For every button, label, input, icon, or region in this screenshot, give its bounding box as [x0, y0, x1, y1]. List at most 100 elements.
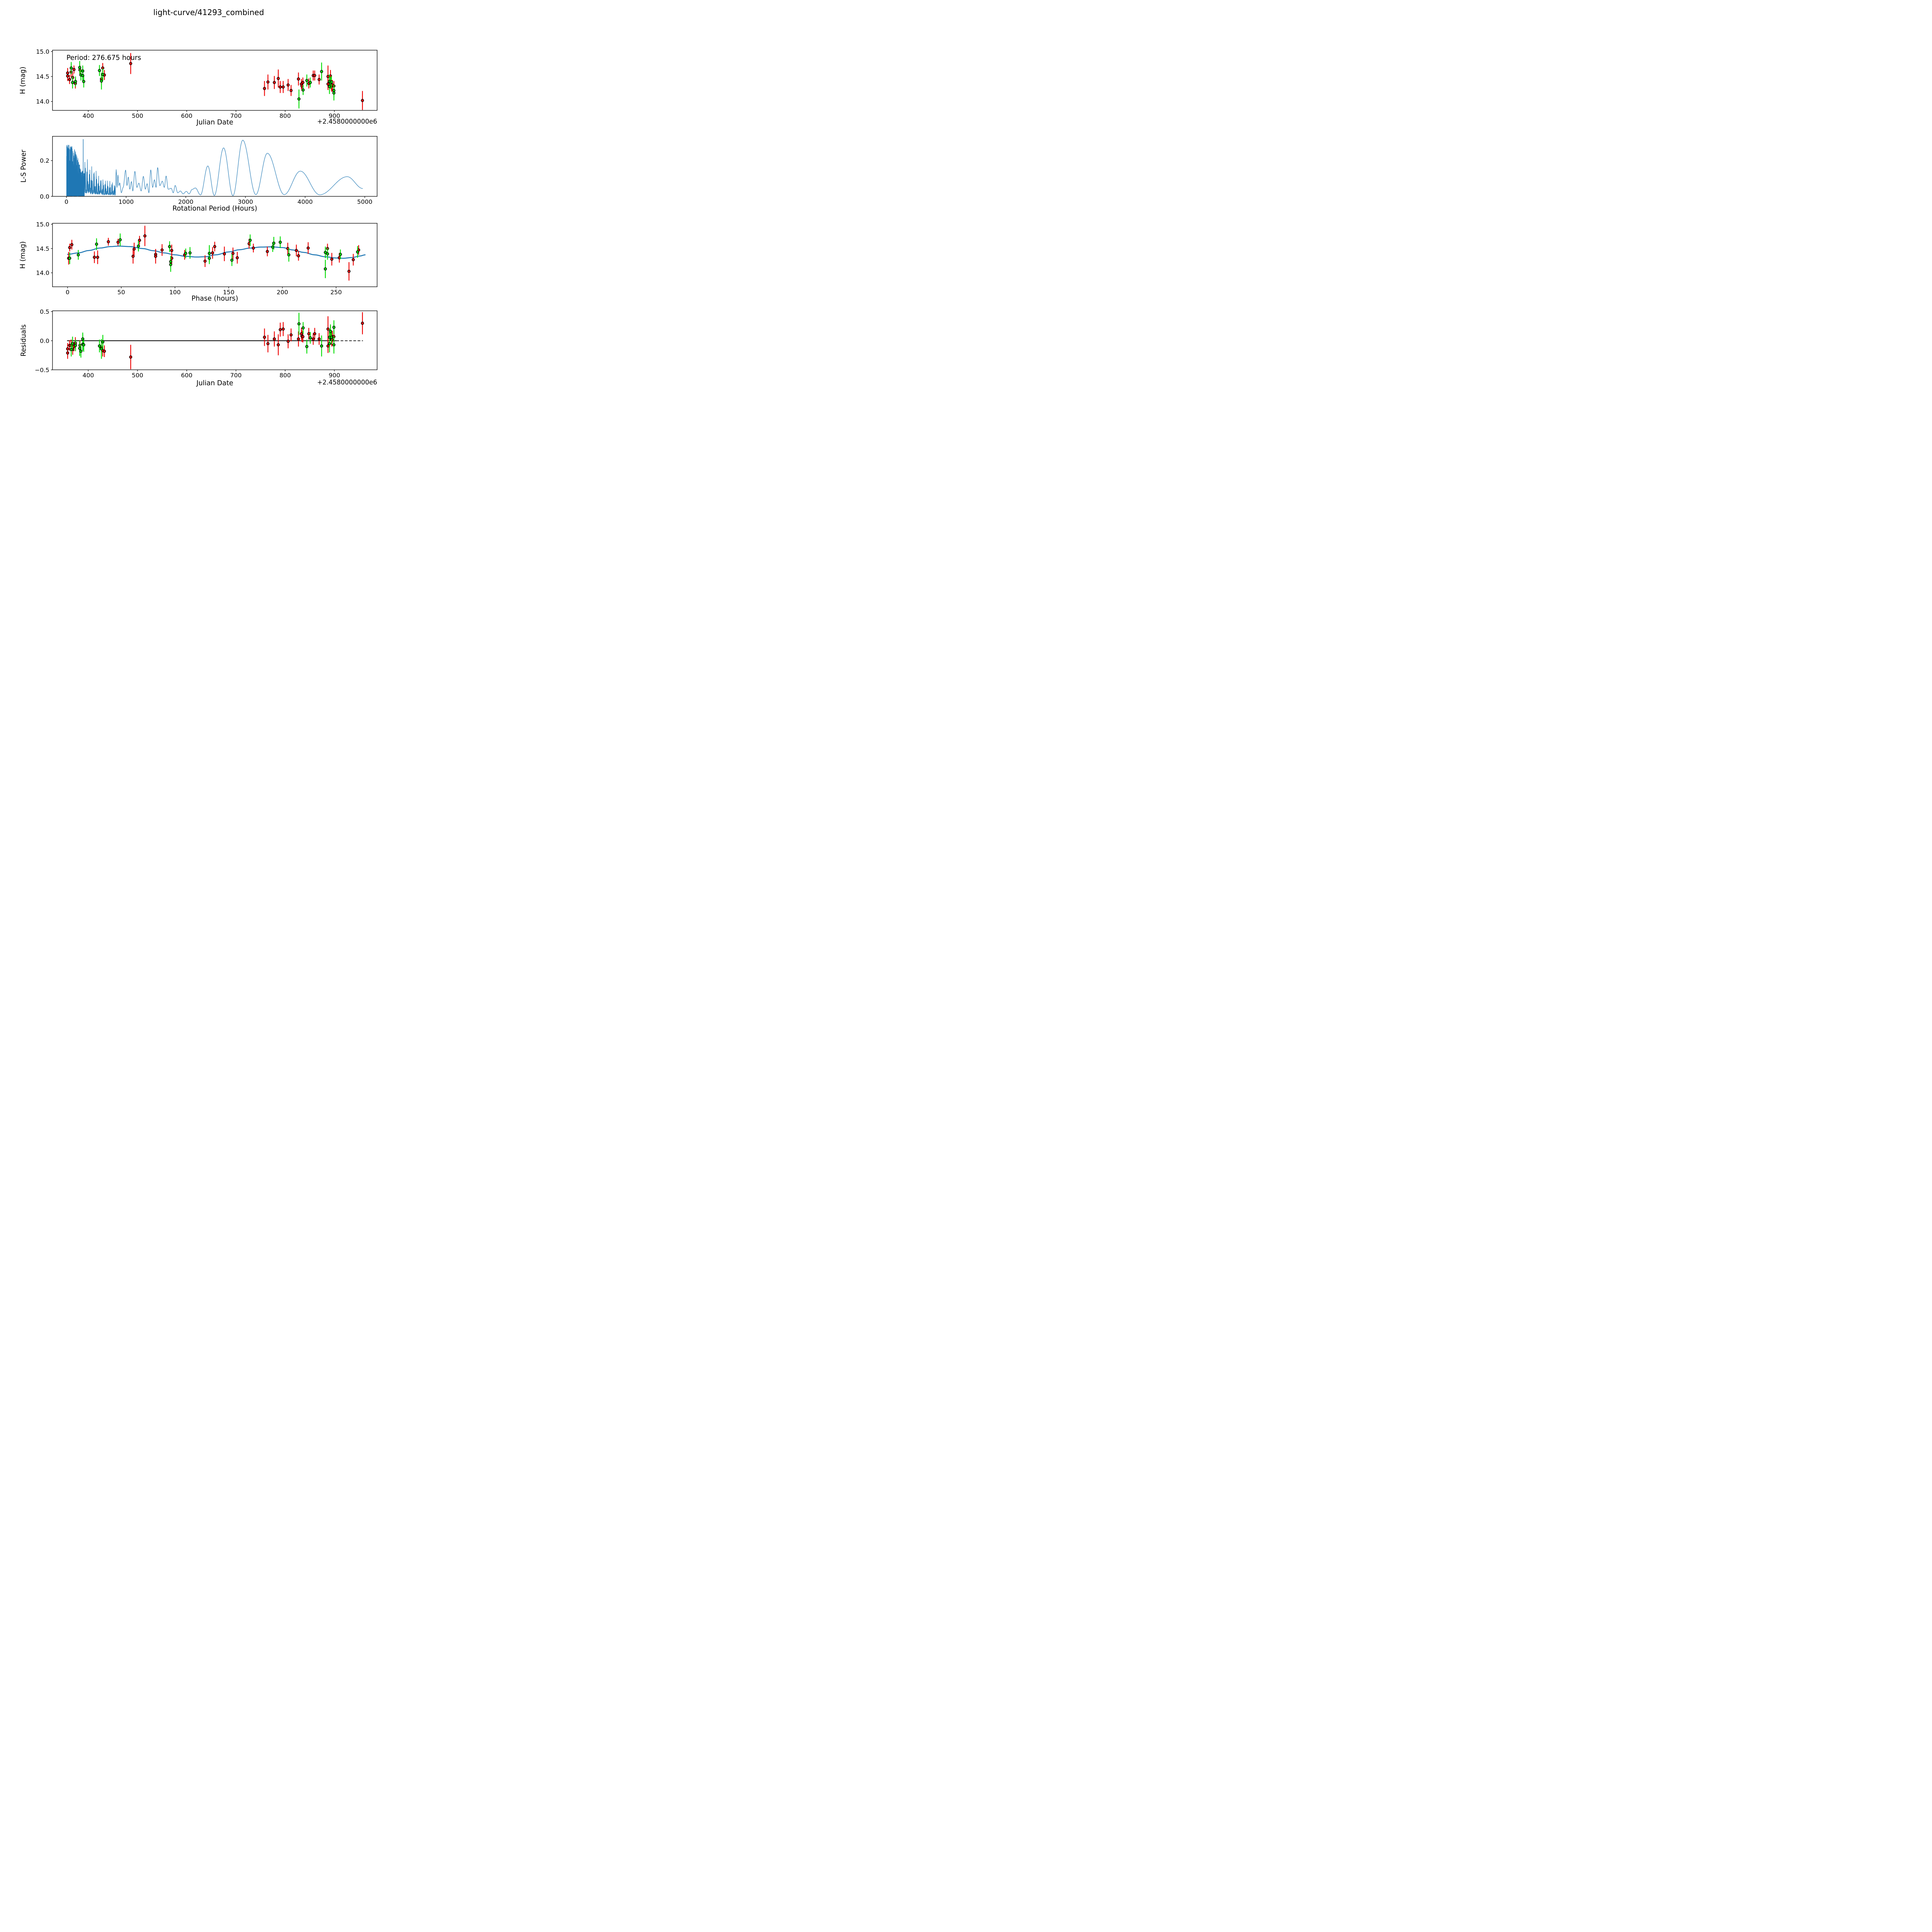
data-point	[305, 79, 309, 82]
data-point	[223, 252, 226, 256]
data-point	[78, 66, 82, 69]
x-tick-label: 800	[279, 112, 291, 119]
data-point	[286, 340, 290, 343]
data-point	[82, 80, 85, 83]
data-point	[297, 337, 300, 341]
plot3-x-axis-label: Phase (hours)	[191, 295, 238, 303]
data-point	[330, 80, 333, 84]
data-point	[98, 344, 101, 348]
data-point	[281, 85, 285, 89]
data-point	[98, 69, 101, 72]
data-point	[143, 234, 146, 238]
x-tick-label: 900	[329, 372, 340, 379]
data-point	[306, 246, 310, 250]
x-tick-label: 250	[330, 289, 342, 296]
data-point	[68, 78, 71, 81]
data-point	[324, 251, 327, 254]
data-point	[266, 80, 270, 84]
data-point	[81, 74, 85, 77]
data-point	[207, 252, 211, 255]
data-point	[207, 257, 211, 260]
data-point	[279, 328, 282, 332]
x-tick-label: 2000	[178, 199, 193, 206]
data-point	[66, 351, 70, 355]
data-point	[100, 347, 103, 350]
green-error-bars	[69, 233, 358, 278]
y-tick-label: 15.0	[36, 221, 49, 228]
x-tick-label: 0	[65, 199, 68, 206]
data-point	[330, 335, 333, 339]
data-point	[74, 80, 77, 83]
data-point	[305, 345, 309, 348]
x-tick-label: 100	[169, 289, 181, 296]
data-point	[301, 81, 304, 84]
data-point	[168, 245, 171, 248]
data-point	[82, 343, 85, 347]
plot1-axis-offset-text: +2.4580000000e6	[317, 118, 377, 125]
x-tick-label: 1000	[119, 199, 134, 206]
data-point	[272, 337, 276, 341]
plot4-x-axis-label: Julian Date	[196, 379, 233, 387]
data-point	[311, 337, 315, 341]
y-tick-label: 0.5	[40, 308, 49, 315]
data-point	[279, 240, 282, 244]
data-point	[100, 79, 103, 83]
data-point	[160, 248, 164, 252]
sinusoid-fit-curve	[67, 245, 366, 259]
axes-spines	[52, 50, 378, 111]
data-point	[332, 91, 336, 95]
data-point	[330, 257, 333, 261]
x-tick-label: 200	[277, 289, 288, 296]
plot3-y-axis-label: H (mag)	[19, 241, 27, 269]
data-point	[308, 336, 312, 340]
data-point	[211, 251, 214, 255]
data-point	[338, 253, 342, 256]
data-point	[119, 238, 122, 242]
plot4-axis-offset-text: +2.4580000000e6	[317, 379, 377, 386]
data-point	[328, 342, 331, 345]
data-point	[297, 97, 301, 101]
data-point	[169, 260, 172, 264]
data-point	[129, 62, 133, 65]
data-point	[361, 321, 364, 325]
x-tick-label: 400	[83, 112, 94, 119]
data-point	[103, 349, 106, 353]
y-tick-label: 14.5	[36, 245, 49, 252]
y-tick-label: −0.5	[35, 367, 49, 374]
red-markers	[66, 321, 364, 359]
y-tick-label: 14.5	[36, 73, 49, 80]
data-point	[154, 255, 157, 258]
data-point	[289, 89, 293, 92]
data-point	[77, 253, 80, 257]
data-point	[101, 340, 105, 344]
data-point	[231, 252, 235, 255]
data-point	[297, 77, 300, 81]
data-point	[72, 68, 76, 71]
data-point	[332, 326, 336, 329]
axes-spines	[52, 136, 378, 197]
data-point	[326, 344, 330, 348]
data-point	[230, 259, 234, 262]
data-point	[68, 257, 71, 260]
data-point	[169, 263, 172, 266]
x-tick-label: 5000	[357, 199, 372, 206]
data-point	[137, 244, 140, 248]
plot2-y-axis-label: L-S Power	[20, 150, 28, 183]
red-markers	[67, 234, 361, 273]
data-point	[133, 247, 136, 251]
x-tick-label: 3000	[238, 199, 253, 206]
x-tick-label: 500	[132, 112, 143, 119]
x-tick-label: 600	[181, 112, 192, 119]
data-point	[279, 85, 282, 89]
green-markers	[70, 322, 336, 353]
data-point	[107, 240, 110, 243]
x-tick-label: 800	[279, 372, 291, 379]
y-tick-label: 0.0	[40, 337, 49, 344]
data-point	[277, 343, 280, 347]
green-error-bars	[71, 313, 335, 359]
data-point	[81, 337, 85, 341]
data-point	[361, 99, 364, 102]
axes-spines	[52, 310, 378, 370]
green-markers	[70, 66, 336, 101]
data-point	[326, 252, 329, 256]
